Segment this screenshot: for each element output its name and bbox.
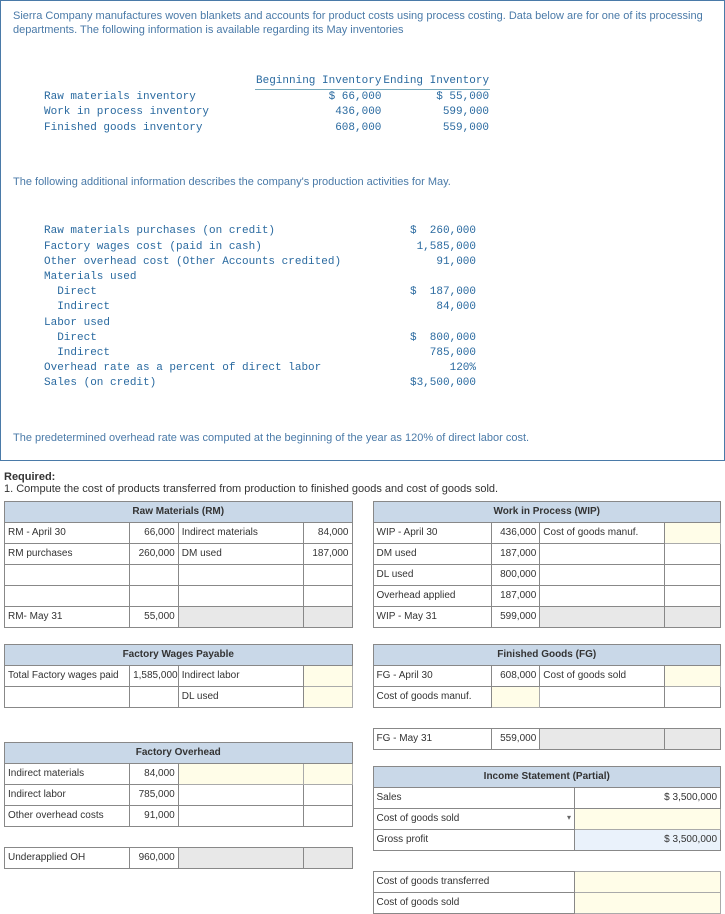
fg-account: Finished Goods (FG) FG - April 30608,000… — [373, 644, 722, 750]
foh-title: Factory Overhead — [5, 742, 353, 763]
cogs-dropdown[interactable]: Cost of goods sold — [373, 808, 575, 829]
activity-table: Raw materials purchases (on credit)$ 260… — [43, 198, 712, 418]
subhead-1: The following additional information des… — [13, 176, 712, 188]
fwp-title: Factory Wages Payable — [5, 644, 353, 665]
foh-account: Factory Overhead Indirect materials84,00… — [4, 742, 353, 869]
fwp-account: Factory Wages Payable Total Factory wage… — [4, 644, 353, 708]
intro-text: Sierra Company manufactures woven blanke… — [13, 9, 712, 38]
required-text: 1. Compute the cost of products transfer… — [4, 483, 725, 495]
wip-account: Work in Process (WIP) WIP - April 30436,… — [373, 501, 722, 628]
fg-title: Finished Goods (FG) — [373, 644, 721, 665]
inc-title: Income Statement (Partial) — [373, 766, 721, 787]
subhead-2: The predetermined overhead rate was comp… — [13, 432, 712, 444]
income-statement: Income Statement (Partial) Sales$ 3,500,… — [373, 766, 722, 914]
wip-title: Work in Process (WIP) — [373, 501, 721, 522]
col-hdr: Ending Inventory — [382, 74, 490, 90]
problem-panel: Sierra Company manufactures woven blanke… — [0, 0, 725, 461]
ledger-grid: Raw Materials (RM) RM - April 3066,000In… — [4, 501, 721, 914]
required-block: Required: 1. Compute the cost of product… — [4, 471, 725, 495]
rm-account: Raw Materials (RM) RM - April 3066,000In… — [4, 501, 353, 628]
col-hdr: Beginning Inventory — [255, 74, 382, 90]
rm-title: Raw Materials (RM) — [5, 501, 353, 522]
inventory-table: Beginning Inventory Ending Inventory Raw… — [43, 48, 712, 163]
required-header: Required: — [4, 471, 55, 483]
